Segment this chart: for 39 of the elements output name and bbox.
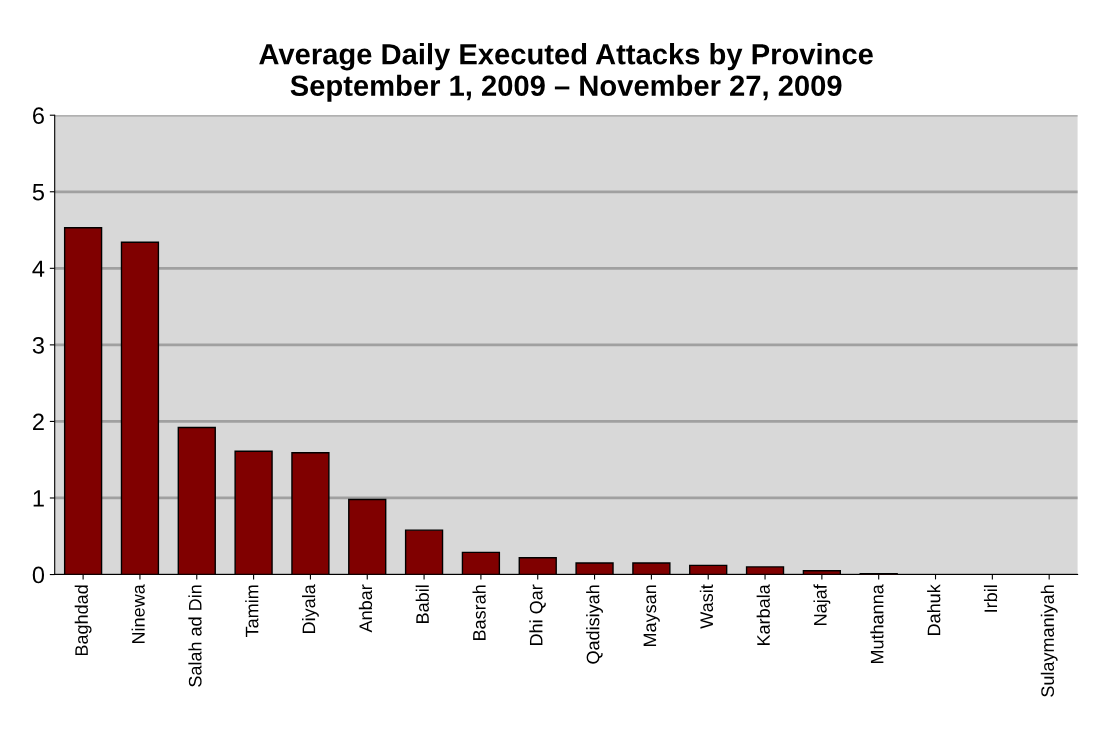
bar <box>234 450 273 575</box>
x-tick-label: Dahuk <box>927 584 941 635</box>
x-tick-label: Maysan <box>643 585 660 646</box>
x-tick-label: Karbala <box>756 584 770 646</box>
y-tick-label: 1 <box>33 490 44 507</box>
chart-title: Average Daily Executed Attacks by Province September 1, 2009 – November 27, 2009 <box>259 43 873 102</box>
bar <box>575 562 614 575</box>
x-tick-label: Basrah <box>472 585 486 640</box>
x-tick-label: Najaf <box>813 584 831 625</box>
y-tick-label: 6 <box>33 107 44 124</box>
x-tick-label: Tamim <box>245 585 259 638</box>
x-tick-label: Diyala <box>302 584 319 633</box>
x-tick-label: Sulaymaniyah <box>1040 585 1058 697</box>
x-tick-label: Muthanna <box>870 584 884 664</box>
bar <box>63 227 103 575</box>
x-tick-label: Anbar <box>358 584 373 633</box>
bar <box>120 241 160 575</box>
y-tick-label: 5 <box>32 184 44 201</box>
bar <box>461 551 501 575</box>
bar <box>404 529 444 575</box>
x-tick-label: Dhi Qar <box>529 584 546 645</box>
x-tick-label: Irbil <box>983 585 998 612</box>
bar <box>518 557 557 575</box>
y-tick-label: 0 <box>32 566 45 584</box>
x-tick-label: Qadisiyah <box>586 585 603 664</box>
bar <box>348 498 387 575</box>
x-tick-label: Ninewa <box>131 584 145 643</box>
x-tick-label: Salah ad Din <box>188 585 202 687</box>
x-tick-label: Babil <box>415 585 429 623</box>
bar <box>745 566 785 575</box>
y-tick-label: 4 <box>32 260 45 277</box>
bar <box>689 564 728 575</box>
y-tick-label: 3 <box>32 336 44 354</box>
bar <box>632 562 671 575</box>
bar <box>291 452 330 575</box>
x-tick-label: Baghdad <box>74 585 92 656</box>
bar <box>177 426 216 575</box>
y-tick-label: 2 <box>33 413 44 430</box>
x-tick-label: Wasit <box>699 584 714 629</box>
